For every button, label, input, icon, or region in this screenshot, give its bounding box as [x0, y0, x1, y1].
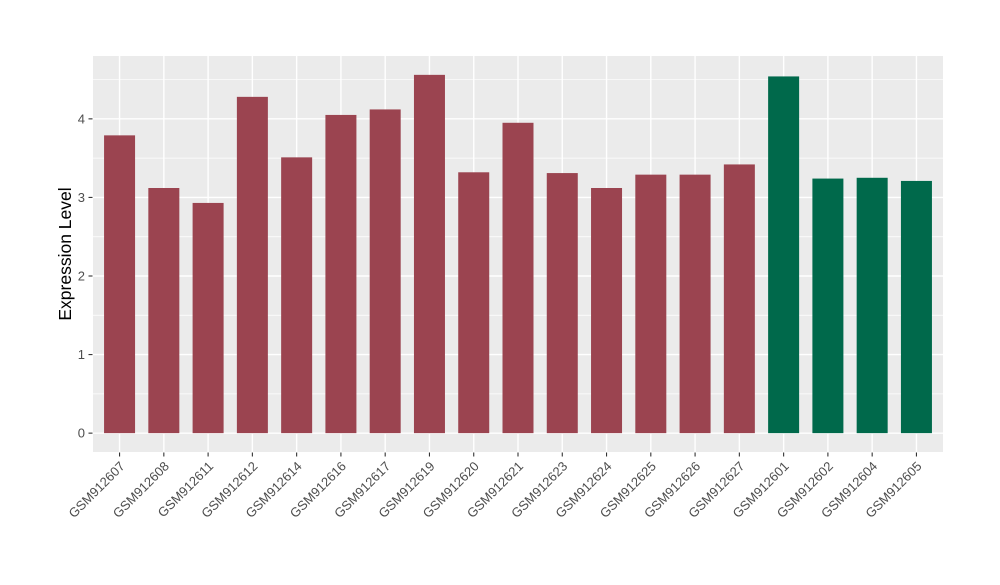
bar-GSM912620 — [458, 172, 490, 434]
y-tick-label-3: 3 — [78, 190, 85, 205]
y-axis-tick-labels: 0 1 2 3 4 — [78, 111, 85, 440]
bar-GSM912605 — [900, 180, 932, 434]
bar-GSM912612 — [236, 96, 268, 434]
y-tick-label-0: 0 — [78, 426, 85, 441]
bar-GSM912608 — [148, 188, 180, 434]
bar-GSM912601 — [768, 76, 800, 434]
y-tick-label-4: 4 — [78, 111, 85, 126]
bar-GSM912617 — [369, 109, 401, 434]
bar-GSM912616 — [325, 114, 357, 434]
bar-GSM912604 — [856, 177, 888, 434]
bar-GSM912602 — [812, 178, 844, 434]
x-axis-tick-labels: GSM912607GSM912608GSM912611GSM912612GSM9… — [65, 459, 924, 521]
bar-GSM912621 — [502, 122, 534, 434]
y-tick-label-1: 1 — [78, 347, 85, 362]
bar-GSM912619 — [413, 74, 445, 434]
axis-tick-marks — [88, 118, 917, 457]
bar-GSM912611 — [192, 202, 224, 434]
bar-GSM912614 — [281, 157, 313, 434]
bar-GSM912607 — [104, 135, 136, 434]
bar-GSM912625 — [635, 174, 667, 434]
y-axis-title: Expression Level — [55, 187, 75, 320]
bars-group — [104, 74, 932, 434]
bar-GSM912627 — [723, 164, 755, 434]
bar-GSM912626 — [679, 174, 711, 434]
bar-GSM912624 — [591, 188, 623, 434]
bar-GSM912623 — [546, 173, 578, 434]
y-tick-label-2: 2 — [78, 269, 85, 284]
